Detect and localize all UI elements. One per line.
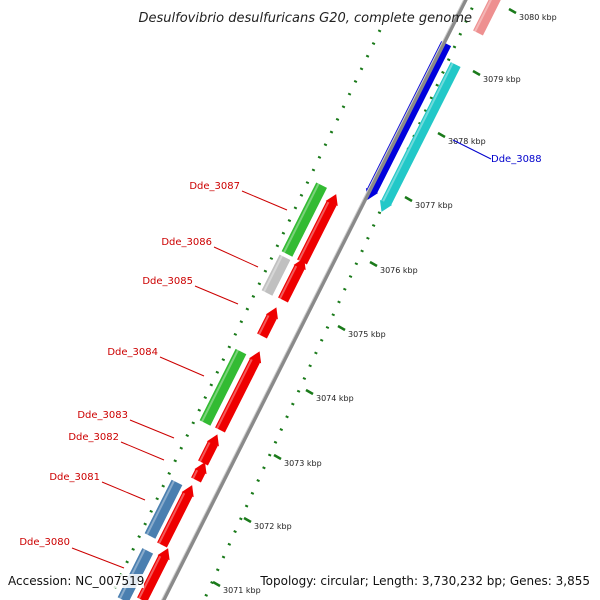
gene-leader-line	[194, 285, 239, 305]
ruler-tick-label: 3080 kbp	[519, 13, 557, 22]
genome-backbone-highlight	[160, 0, 465, 600]
gene-label[interactable]: Dde_3086	[161, 237, 212, 248]
ruler-tick-mark	[437, 131, 446, 139]
gene-dde-3083	[198, 434, 219, 466]
ruler-tick-label: 3079 kbp	[483, 75, 521, 84]
gene-leader-line	[129, 419, 175, 439]
gene-labels: Dde_3080 Dde_3081 Dde_3082 Dde_3083 Dde_3084…	[19, 139, 542, 569]
map-title: Desulfovibrio desulfuricans G20, complet…	[138, 11, 472, 26]
gene-label[interactable]: Dde_3087	[189, 181, 240, 192]
ruler-tick-mark	[212, 580, 221, 588]
gene-label[interactable]: Dde_3082	[68, 432, 119, 443]
ruler-tick-label: 3075 kbp	[348, 330, 386, 339]
ruler-tick-label: 3076 kbp	[380, 266, 418, 275]
accession-text: Accession: NC_007519	[8, 574, 145, 588]
topology-text: Topology: circular; Length: 3,730,232 bp…	[260, 574, 590, 588]
feature-track	[117, 0, 501, 600]
ruler-tick-mark	[508, 7, 517, 15]
feature-green-1	[199, 348, 247, 426]
feature-gray	[261, 254, 291, 296]
gene-leader-line	[452, 139, 492, 160]
feature-steelblue-2	[144, 479, 183, 539]
gene-label[interactable]: Dde_3080	[19, 537, 70, 548]
ruler-tick-label: 3077 kbp	[415, 201, 453, 210]
ruler-tick-mark	[305, 388, 314, 396]
ruler-tick-mark	[243, 516, 252, 524]
gene-dde-3088	[379, 62, 461, 212]
ruler-tick-label: 3072 kbp	[254, 522, 292, 531]
gene-label[interactable]: Dde_3081	[49, 472, 100, 483]
track-dotted-line	[108, 29, 382, 599]
gene-leader-line	[159, 356, 205, 377]
ruler-tick-label: 3073 kbp	[284, 459, 322, 468]
gene-label[interactable]: Dde_3083	[77, 410, 128, 421]
feature-pink	[473, 0, 501, 36]
gene-label[interactable]: Dde_3088	[491, 154, 542, 165]
gene-label[interactable]: Dde_3085	[142, 276, 193, 287]
gene-dde-3087	[297, 194, 338, 265]
gene-dde-3081	[157, 485, 194, 548]
gene-dde-3084	[215, 351, 262, 433]
gene-leader-line	[71, 547, 125, 569]
ruler-tick-label: 3078 kbp	[448, 137, 486, 146]
gene-label[interactable]: Dde_3084	[107, 347, 158, 358]
genome-backbone	[161, 0, 468, 600]
gene-leader-line	[213, 246, 259, 268]
ruler-tick-mark	[337, 324, 346, 332]
ruler-tick-label: 3071 kbp	[223, 586, 261, 595]
gene-leader-line	[241, 190, 288, 211]
feature-green-2	[281, 182, 327, 257]
ruler-tick-mark	[273, 453, 282, 461]
gene-dde-3080	[137, 548, 170, 600]
ruler-ticks: 3071 kbp 3072 kbp 3073 kbp 3074 kbp 3075 kbp…	[212, 7, 557, 595]
ruler-tick-mark	[472, 69, 481, 77]
ruler-tick-mark	[404, 195, 413, 203]
ruler-tick-label: 3074 kbp	[316, 394, 354, 403]
gene-leader-line	[120, 441, 165, 461]
gene-leader-line	[101, 481, 146, 501]
gene-dde-3085	[257, 307, 278, 339]
gene-dde-3082	[191, 462, 207, 483]
ruler-tick-mark	[369, 260, 378, 268]
